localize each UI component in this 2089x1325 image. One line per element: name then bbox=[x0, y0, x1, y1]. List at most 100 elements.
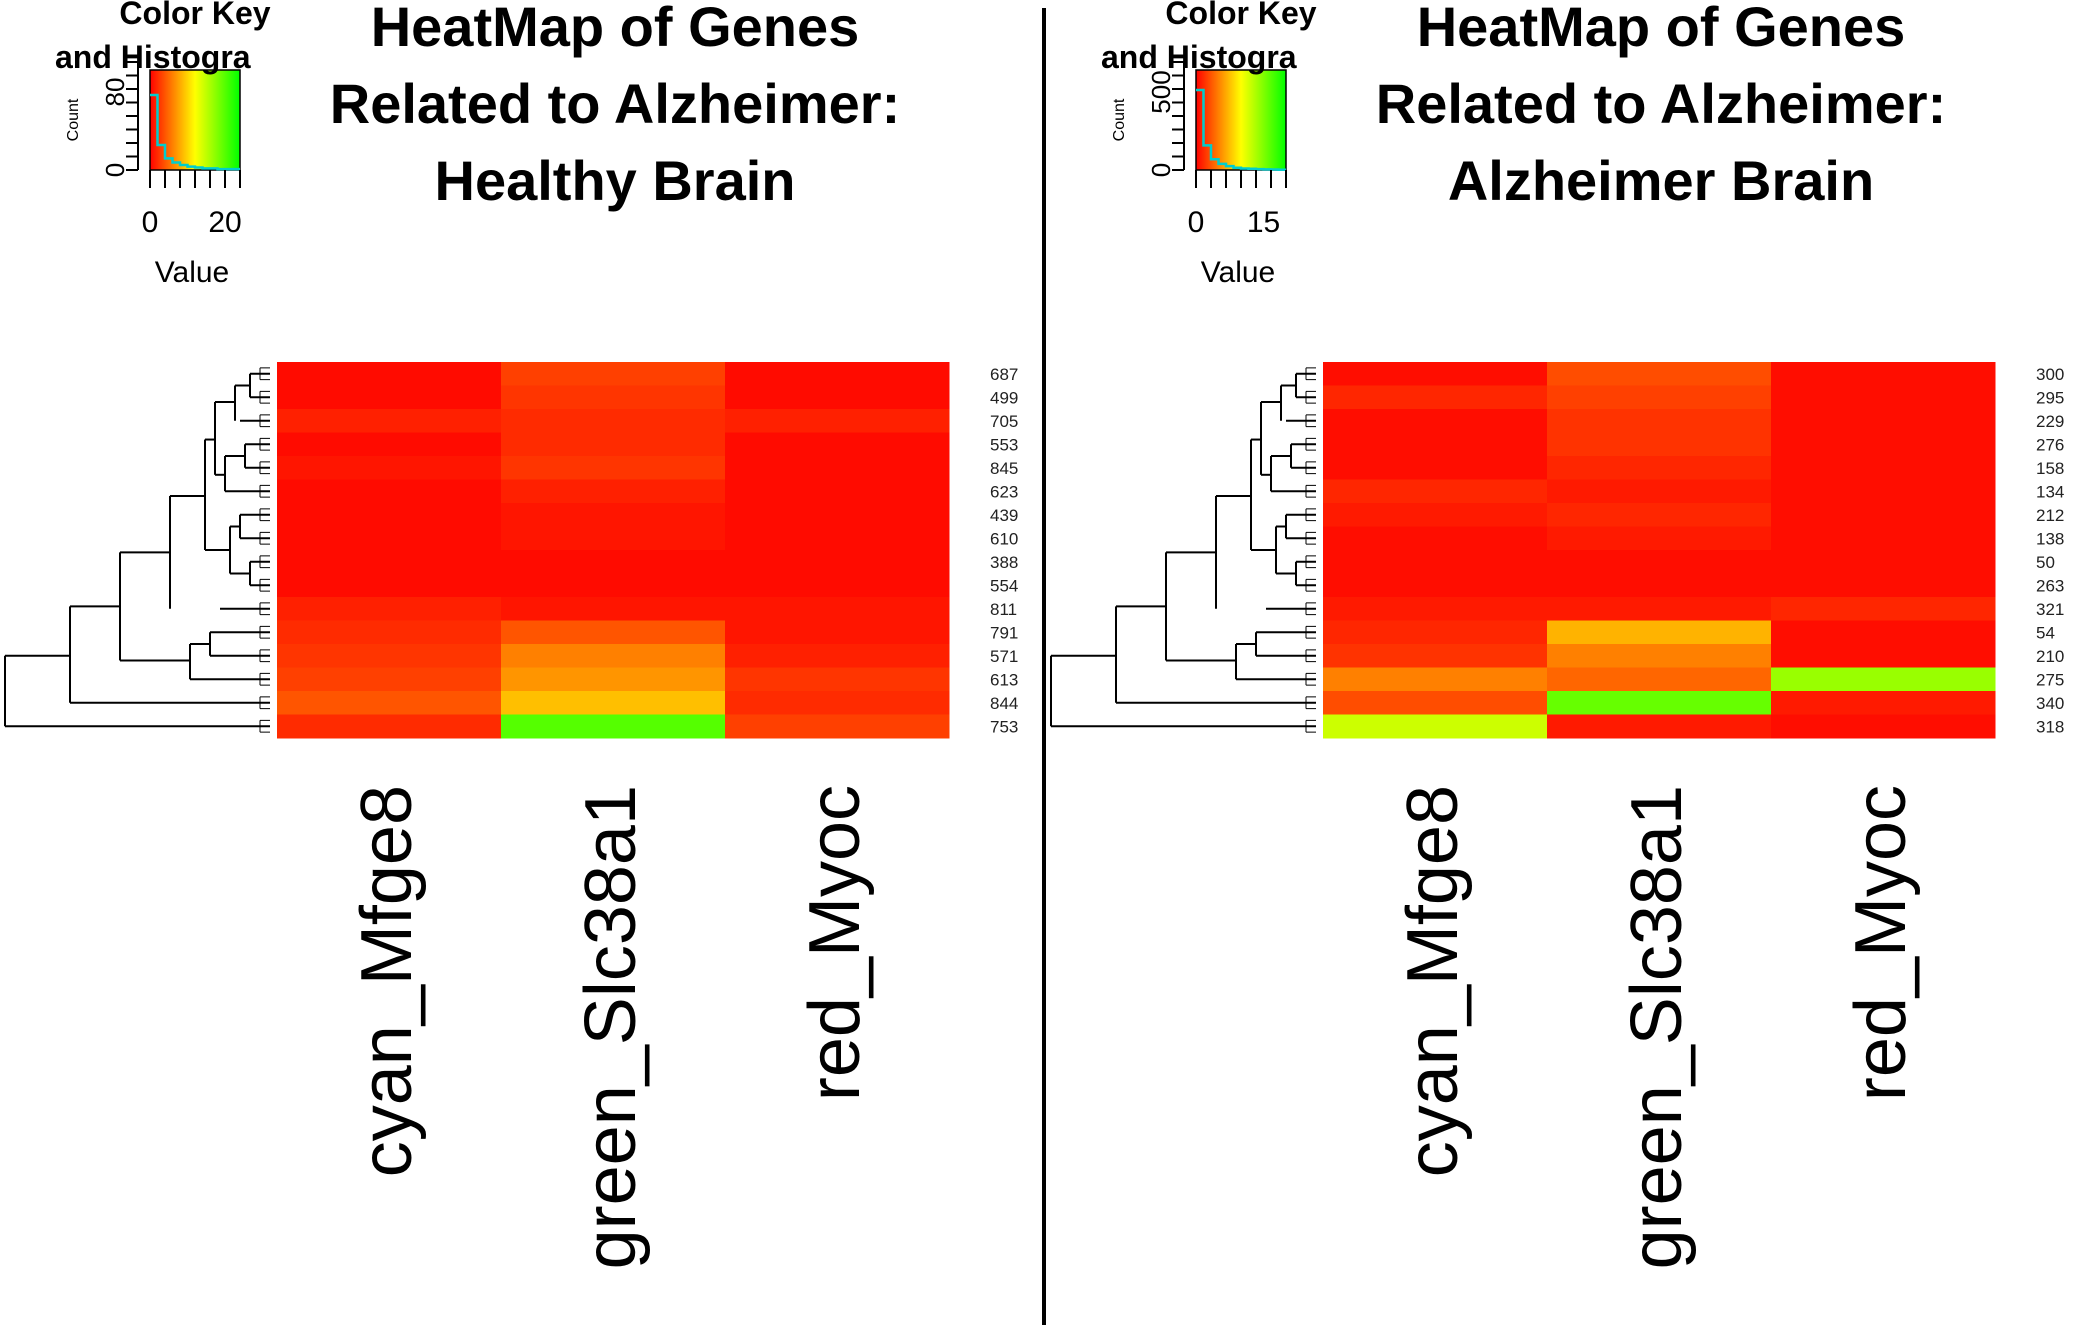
heatmap-cell bbox=[1323, 644, 1548, 668]
heatmap-cell bbox=[1771, 644, 1996, 668]
heatmap-cell bbox=[1323, 526, 1548, 551]
row-label: 318 bbox=[2036, 717, 2064, 736]
chart-title-line: Related to Alzheimer: bbox=[330, 72, 900, 135]
column-label: cyan_Mfge8 bbox=[347, 785, 427, 1177]
heatmap-panel-healthy: 0 80 Count 0 20 Value Color Key and Histogra Hea… bbox=[0, 0, 1042, 1325]
heatmap-cell bbox=[1771, 620, 1996, 645]
heatmap-cell bbox=[725, 620, 950, 645]
row-dendrogram bbox=[1050, 367, 1316, 733]
heatmap-cell bbox=[1323, 362, 1548, 386]
heatmap-grid bbox=[1323, 362, 1996, 739]
heatmap-cell bbox=[1771, 479, 1996, 504]
heatmap-cell bbox=[277, 667, 502, 692]
column-label: red_Myoc bbox=[795, 785, 875, 1101]
heatmap-cell bbox=[725, 503, 950, 527]
heatmap-cell bbox=[1547, 456, 1772, 480]
heatmap-cell bbox=[501, 526, 726, 551]
heatmap-cell bbox=[1771, 691, 1996, 715]
row-label: 50 bbox=[2036, 553, 2055, 572]
heatmap-cell bbox=[1547, 620, 1772, 645]
heatmap-cell bbox=[1323, 620, 1548, 645]
heatmap-cell bbox=[1547, 691, 1772, 715]
heatmap-cell bbox=[1771, 714, 1996, 739]
row-label: 687 bbox=[990, 365, 1018, 384]
row-label: 212 bbox=[2036, 506, 2064, 525]
color-key-x-tick-label: 20 bbox=[208, 206, 241, 239]
row-label: 210 bbox=[2036, 647, 2064, 666]
heatmap-cell bbox=[501, 620, 726, 645]
row-label: 321 bbox=[2036, 600, 2064, 619]
row-label: 276 bbox=[2036, 435, 2064, 454]
heatmap-cell bbox=[277, 714, 502, 739]
chart-title-line: Related to Alzheimer: bbox=[1376, 72, 1946, 135]
row-label: 753 bbox=[990, 717, 1018, 736]
row-label: 811 bbox=[990, 600, 1017, 619]
row-label: 340 bbox=[2036, 694, 2064, 713]
color-key-y-tick-label: 0 bbox=[1146, 163, 1176, 177]
row-label: 610 bbox=[990, 529, 1018, 548]
heatmap-cell bbox=[1771, 526, 1996, 551]
heatmap-cell bbox=[277, 503, 502, 527]
row-label: 388 bbox=[990, 553, 1018, 572]
heatmap-cell bbox=[277, 479, 502, 504]
heatmap-cell bbox=[725, 667, 950, 692]
color-key-value-label: Value bbox=[155, 256, 230, 289]
row-label: 791 bbox=[990, 623, 1018, 642]
heatmap-cell bbox=[1547, 409, 1772, 433]
heatmap-cell bbox=[1771, 503, 1996, 527]
row-label: 295 bbox=[2036, 388, 2064, 407]
heatmap-panel-alzheimer: 0 500 Count 0 15 Value Color Key and Histogra He… bbox=[1046, 0, 2088, 1325]
heatmap-cell bbox=[1547, 597, 1772, 621]
heatmap-cell bbox=[725, 409, 950, 433]
row-label: 613 bbox=[990, 670, 1018, 689]
heatmap-cell bbox=[501, 667, 726, 692]
chart-title-line: Healthy Brain bbox=[435, 149, 796, 212]
heatmap-cell bbox=[277, 597, 502, 621]
row-label: 275 bbox=[2036, 670, 2064, 689]
color-key-bar bbox=[1195, 69, 1287, 171]
color-key-subtitle: and Histogra bbox=[55, 39, 251, 75]
column-label: red_Myoc bbox=[1841, 785, 1921, 1101]
heatmap-cell bbox=[1323, 385, 1548, 410]
heatmap-cell bbox=[1547, 479, 1772, 504]
heatmap-cell bbox=[725, 644, 950, 668]
row-label: 263 bbox=[2036, 576, 2064, 595]
heatmap-cell bbox=[501, 597, 726, 621]
heatmap-cell bbox=[1547, 714, 1772, 739]
heatmap-cell bbox=[1323, 597, 1548, 621]
heatmap-cell bbox=[725, 385, 950, 410]
heatmap-cell bbox=[277, 526, 502, 551]
heatmap-cell bbox=[725, 573, 950, 598]
color-key: 0 80 Count 0 20 Value Color Key and Histogra bbox=[55, 0, 271, 289]
heatmap-cell bbox=[1547, 503, 1772, 527]
column-label: green_Slc38a1 bbox=[1617, 785, 1697, 1269]
heatmap-cell bbox=[501, 573, 726, 598]
heatmap-cell bbox=[1323, 573, 1548, 598]
heatmap-cell bbox=[725, 550, 950, 574]
panel-divider bbox=[1042, 8, 1046, 1325]
heatmap-cell bbox=[725, 362, 950, 386]
chart-title-line: HeatMap of Genes bbox=[1417, 0, 1906, 58]
heatmap-cell bbox=[501, 714, 726, 739]
row-label: 138 bbox=[2036, 529, 2064, 548]
heatmap-cell bbox=[277, 432, 502, 457]
row-label: 844 bbox=[990, 694, 1018, 713]
heatmap-cell bbox=[725, 597, 950, 621]
column-label: cyan_Mfge8 bbox=[1393, 785, 1473, 1177]
chart-title-line: Alzheimer Brain bbox=[1448, 149, 1874, 212]
heatmap-cell bbox=[1323, 691, 1548, 715]
heatmap-cell bbox=[501, 550, 726, 574]
color-key-histogram bbox=[1196, 88, 1286, 171]
heatmap-cell bbox=[277, 620, 502, 645]
heatmap-cell bbox=[1323, 479, 1548, 504]
heatmap-cell bbox=[277, 362, 502, 386]
heatmap-cell bbox=[725, 714, 950, 739]
color-key-title: Color Key bbox=[119, 0, 270, 31]
heatmap-cell bbox=[277, 644, 502, 668]
row-dendrogram bbox=[4, 367, 270, 733]
chart-title-line: HeatMap of Genes bbox=[371, 0, 860, 58]
heatmap-cell bbox=[1771, 667, 1996, 692]
heatmap-cell bbox=[1547, 644, 1772, 668]
heatmap-cell bbox=[1323, 550, 1548, 574]
row-label: 158 bbox=[2036, 459, 2064, 478]
